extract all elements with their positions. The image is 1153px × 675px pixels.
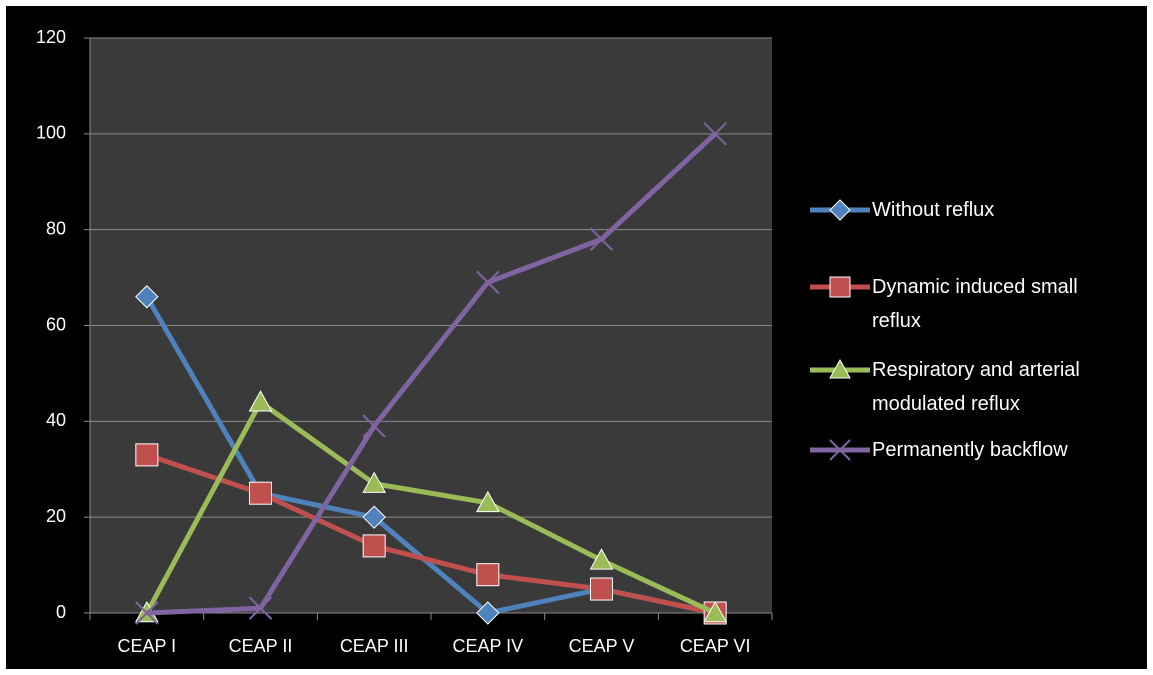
x-tick-label: CEAP V — [569, 636, 635, 656]
x-tick-label: CEAP VI — [680, 636, 751, 656]
y-tick-label: 0 — [56, 602, 66, 622]
legend-label: Dynamic induced small reflux — [872, 276, 1078, 332]
x-tick-label: CEAP III — [340, 636, 409, 656]
marker — [829, 439, 851, 461]
marker — [829, 199, 851, 221]
marker — [703, 600, 728, 623]
marker — [362, 471, 387, 493]
legend-icon — [810, 358, 870, 379]
marker — [703, 122, 727, 146]
series-line — [146, 131, 717, 616]
legend-icon — [810, 439, 870, 461]
y-tick-label: 60 — [46, 314, 66, 334]
x-tick-label: CEAP II — [229, 636, 293, 656]
marker — [476, 563, 500, 587]
y-tick-label: 80 — [46, 218, 66, 238]
marker — [476, 270, 500, 295]
marker — [362, 505, 386, 529]
marker — [475, 490, 500, 513]
series-line — [146, 452, 716, 616]
marker — [476, 601, 500, 625]
marker — [135, 443, 159, 467]
marker — [829, 358, 851, 379]
marker — [362, 534, 386, 558]
legend-item: Dynamic induced small reflux — [808, 270, 1128, 338]
marker — [362, 414, 386, 438]
y-tick-label: 120 — [36, 27, 66, 47]
marker — [248, 596, 273, 620]
marker — [248, 390, 273, 412]
legend-item: Without reflux — [808, 193, 1128, 227]
marker — [249, 481, 272, 505]
legend-icon — [810, 276, 870, 298]
legend-label: Permanently backflow — [872, 439, 1068, 461]
marker — [590, 577, 613, 601]
legend-label: Without reflux — [872, 199, 995, 221]
legend-item: Respiratory and arterial modulated reflu… — [808, 353, 1128, 421]
marker — [135, 285, 159, 309]
legend-item: Permanently backflow — [808, 433, 1128, 467]
marker — [589, 548, 614, 570]
marker — [829, 276, 851, 298]
x-tick-label: CEAP IV — [452, 636, 523, 656]
y-tick-label: 20 — [46, 506, 66, 526]
y-tick-label: 40 — [46, 410, 66, 430]
series-line — [144, 399, 717, 616]
marker — [135, 601, 159, 625]
marker — [589, 227, 614, 251]
legend-icon — [810, 199, 870, 221]
x-tick-label: CEAP I — [117, 636, 176, 656]
legend-label: Respiratory and arterial modulated reflu… — [872, 359, 1080, 415]
y-tick-label: 100 — [36, 123, 66, 143]
